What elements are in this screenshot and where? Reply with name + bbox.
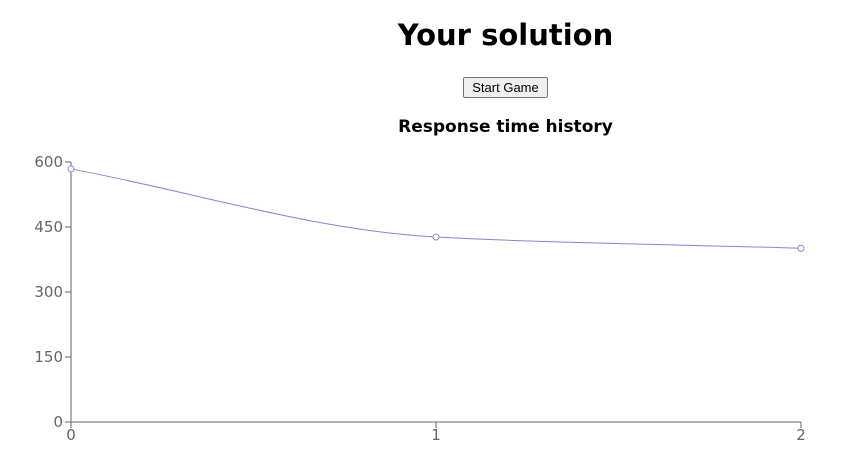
y-tick-label: 450	[34, 218, 63, 236]
page-title: Your solution	[397, 18, 614, 52]
start-game-button[interactable]: Start Game	[463, 77, 548, 98]
data-point	[797, 244, 805, 252]
data-point	[67, 165, 75, 173]
x-tick-label: 2	[796, 426, 806, 444]
x-tick-label: 1	[431, 426, 441, 444]
data-point	[432, 233, 440, 241]
y-tick-label: 150	[34, 348, 63, 366]
y-tick-label: 300	[34, 283, 63, 301]
y-tick-label: 0	[53, 413, 63, 431]
x-tick-label: 0	[66, 426, 76, 444]
chart-title: Response time history	[398, 117, 613, 137]
y-tick-label: 600	[34, 153, 63, 171]
